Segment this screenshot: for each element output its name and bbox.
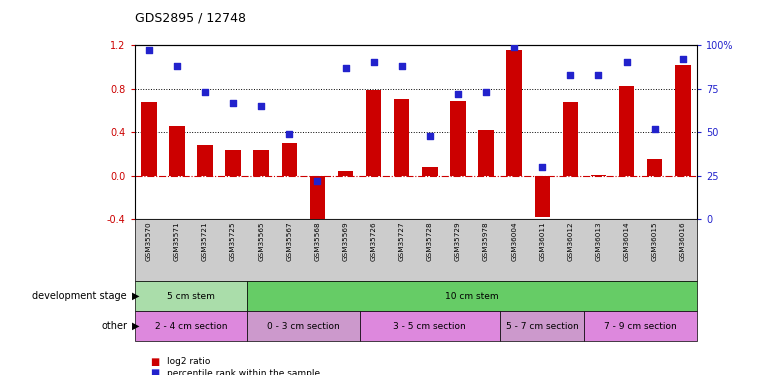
Bar (366, 90, 381, 176)
Text: 5 - 7 cm section: 5 - 7 cm section (506, 322, 578, 331)
Bar (591, 175, 606, 176)
Text: 2 - 4 cm section: 2 - 4 cm section (155, 322, 227, 331)
Text: GSM35978: GSM35978 (483, 221, 489, 261)
Point (621, 60, 633, 66)
Point (452, 91, 464, 97)
Text: GSM35729: GSM35729 (455, 221, 461, 261)
Text: development stage: development stage (32, 291, 127, 301)
Text: GSM35568: GSM35568 (314, 221, 320, 261)
Text: ▶: ▶ (132, 321, 140, 331)
Point (424, 133, 436, 139)
Text: GSM35569: GSM35569 (343, 221, 349, 261)
Text: 0 - 3 cm section: 0 - 3 cm section (267, 322, 340, 331)
Point (677, 56, 689, 62)
Bar (394, 99, 410, 176)
Text: percentile rank within the sample: percentile rank within the sample (167, 369, 320, 375)
Text: ■: ■ (150, 368, 159, 375)
Text: ■: ■ (150, 357, 159, 367)
Point (199, 89, 211, 95)
Text: GSM35571: GSM35571 (174, 221, 180, 261)
Point (340, 64, 352, 70)
Bar (507, 51, 522, 176)
Bar (282, 143, 297, 176)
Bar (338, 171, 353, 176)
Text: 7 - 9 cm section: 7 - 9 cm section (604, 322, 677, 331)
Text: log2 ratio: log2 ratio (167, 357, 210, 366)
Text: GSM36016: GSM36016 (680, 221, 686, 261)
Point (171, 63, 183, 69)
Text: 5 cm stem: 5 cm stem (167, 292, 215, 301)
Text: GSM35570: GSM35570 (146, 221, 152, 261)
Bar (619, 86, 634, 176)
Text: GSM36012: GSM36012 (567, 221, 574, 261)
Text: GSM36015: GSM36015 (651, 221, 658, 261)
Bar (310, 176, 325, 232)
Text: other: other (101, 321, 127, 331)
Text: GSM36013: GSM36013 (595, 221, 601, 261)
Point (480, 89, 492, 95)
Point (311, 178, 323, 184)
Bar (226, 150, 241, 176)
Text: GSM35725: GSM35725 (230, 221, 236, 261)
Point (283, 131, 296, 137)
Bar (253, 150, 269, 176)
Point (536, 164, 548, 170)
Text: 10 cm stem: 10 cm stem (445, 292, 499, 301)
Text: GSM35727: GSM35727 (399, 221, 405, 261)
Text: GSM36014: GSM36014 (624, 221, 630, 261)
Point (227, 99, 239, 105)
Point (367, 60, 380, 66)
Point (396, 63, 408, 69)
Point (648, 126, 661, 132)
Point (255, 103, 267, 109)
Text: 3 - 5 cm section: 3 - 5 cm section (393, 322, 466, 331)
Bar (563, 102, 578, 176)
Point (564, 72, 577, 78)
Point (592, 72, 604, 78)
Point (508, 44, 521, 50)
Text: GSM35728: GSM35728 (427, 221, 433, 261)
Text: GDS2895 / 12748: GDS2895 / 12748 (135, 11, 246, 24)
Point (142, 47, 155, 53)
Text: GSM36011: GSM36011 (539, 221, 545, 261)
Bar (647, 159, 662, 176)
Bar (169, 126, 185, 176)
Bar (197, 145, 213, 176)
Text: GSM35721: GSM35721 (202, 221, 208, 261)
Bar (534, 176, 550, 217)
Text: GSM35565: GSM35565 (258, 221, 264, 261)
Bar (422, 167, 437, 176)
Text: ▶: ▶ (132, 291, 140, 301)
Text: GSM36004: GSM36004 (511, 221, 517, 261)
Bar (478, 130, 494, 176)
Text: GSM35726: GSM35726 (370, 221, 377, 261)
Bar (675, 64, 691, 176)
Bar (450, 100, 466, 176)
Bar (141, 102, 156, 176)
Text: GSM35567: GSM35567 (286, 221, 293, 261)
